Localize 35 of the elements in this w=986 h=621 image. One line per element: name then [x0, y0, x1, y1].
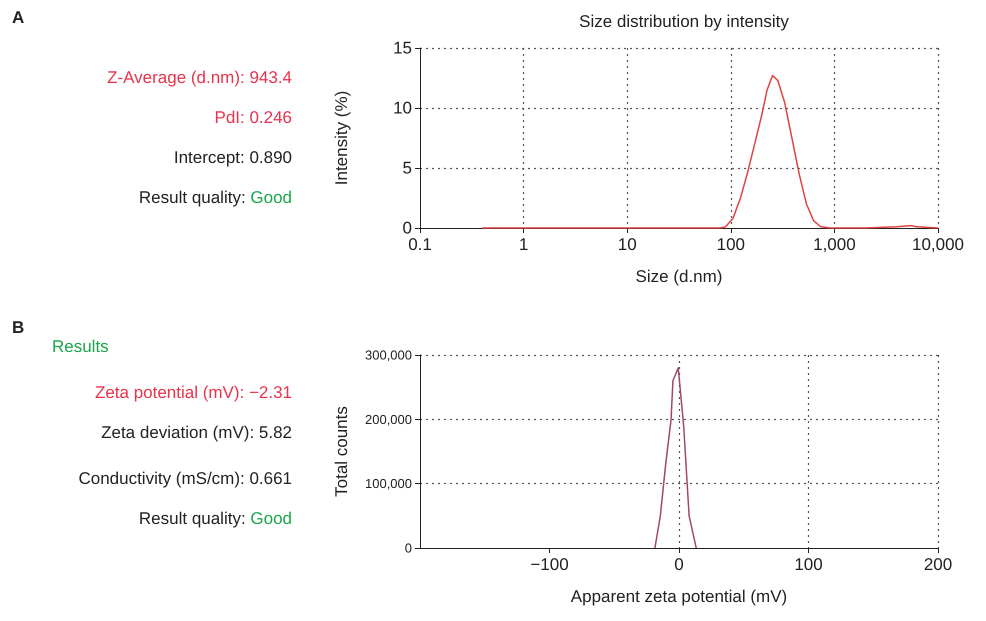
y-tick-label: 10: [393, 98, 412, 118]
y-tick-label: 15: [393, 38, 412, 58]
y-tick-label: 0: [404, 540, 412, 556]
text: Zeta deviation (mV): 5.82: [101, 423, 292, 443]
text: Z-Average (d.nm): 943.4: [107, 68, 292, 88]
y-tick-label: 100,000: [365, 476, 412, 492]
y-axis-title: Total counts: [332, 406, 351, 497]
y-tick-label: 200,000: [365, 412, 412, 427]
text: Results: [52, 337, 109, 357]
line-series: [654, 367, 697, 549]
x-tick-label: 10,000: [912, 235, 964, 254]
text: Conductivity (mS/cm): 0.661: [78, 469, 292, 489]
y-tick-label: 0: [402, 218, 412, 238]
text: Intercept: 0.890: [174, 148, 292, 168]
x-tick-label: 0.1: [408, 235, 432, 254]
y-axis-title: Intensity (%): [332, 90, 351, 186]
x-tick-label: 1: [518, 235, 528, 254]
x-tick-label: 1,000: [813, 235, 856, 254]
text: B: [12, 318, 24, 338]
x-tick-label: 10: [618, 235, 637, 254]
text: Result quality: Good: [138, 509, 292, 529]
x-tick-label: −100: [530, 555, 569, 574]
x-tick-label: 100: [716, 235, 745, 254]
x-tick-label: 200: [924, 555, 952, 574]
y-tick-label: 300,000: [365, 348, 412, 362]
y-tick-label: 5: [402, 158, 412, 178]
text: A: [12, 8, 24, 28]
text: Result quality: Good: [138, 188, 292, 208]
x-axis-title: Apparent zeta potential (mV): [570, 587, 788, 606]
x-tick-label: 100: [794, 555, 823, 574]
x-axis-title: Size (d.nm): [636, 267, 722, 286]
chart-title: Size distribution by intensity: [579, 12, 790, 31]
x-tick-label: 0: [674, 555, 684, 574]
text: PdI: 0.246: [214, 108, 292, 128]
text: Zeta potential (mV): −2.31: [94, 383, 292, 403]
